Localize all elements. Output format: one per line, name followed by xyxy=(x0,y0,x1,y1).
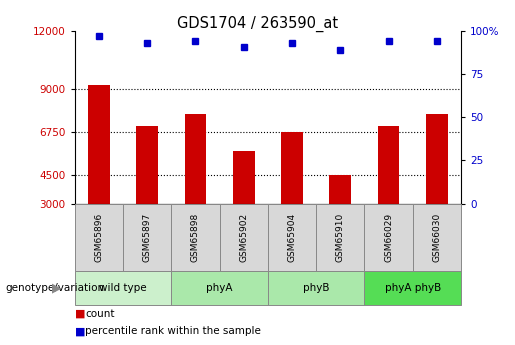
Bar xyxy=(426,115,448,261)
Bar xyxy=(330,175,351,261)
Text: ▶: ▶ xyxy=(52,282,61,295)
Text: GSM66030: GSM66030 xyxy=(432,213,441,262)
Bar xyxy=(413,204,461,271)
Bar xyxy=(365,271,461,305)
Bar xyxy=(171,204,219,271)
Text: GDS1704 / 263590_at: GDS1704 / 263590_at xyxy=(177,16,338,32)
Bar xyxy=(75,271,171,305)
Bar xyxy=(268,204,316,271)
Text: phyA: phyA xyxy=(207,283,233,293)
Text: GSM65896: GSM65896 xyxy=(94,213,104,262)
Bar xyxy=(219,204,268,271)
Text: count: count xyxy=(85,309,114,319)
Text: GSM65902: GSM65902 xyxy=(239,213,248,262)
Bar xyxy=(233,151,254,261)
Text: ■: ■ xyxy=(75,326,85,336)
Bar xyxy=(171,271,268,305)
Text: GSM65904: GSM65904 xyxy=(287,213,297,262)
Bar xyxy=(268,271,365,305)
Text: GSM65898: GSM65898 xyxy=(191,213,200,262)
Text: genotype/variation: genotype/variation xyxy=(5,283,104,293)
Text: phyA phyB: phyA phyB xyxy=(385,283,441,293)
Bar xyxy=(88,85,110,261)
Bar xyxy=(136,126,158,261)
Text: wild type: wild type xyxy=(99,283,147,293)
Text: GSM65897: GSM65897 xyxy=(143,213,151,262)
Bar xyxy=(365,204,413,271)
Text: GSM65910: GSM65910 xyxy=(336,213,345,262)
Bar xyxy=(123,204,171,271)
Bar xyxy=(75,204,123,271)
Bar xyxy=(316,204,365,271)
Text: phyB: phyB xyxy=(303,283,329,293)
Text: ■: ■ xyxy=(75,309,85,319)
Text: percentile rank within the sample: percentile rank within the sample xyxy=(85,326,261,336)
Bar xyxy=(281,132,303,261)
Text: GSM66029: GSM66029 xyxy=(384,213,393,262)
Bar xyxy=(377,126,399,261)
Bar xyxy=(184,115,206,261)
